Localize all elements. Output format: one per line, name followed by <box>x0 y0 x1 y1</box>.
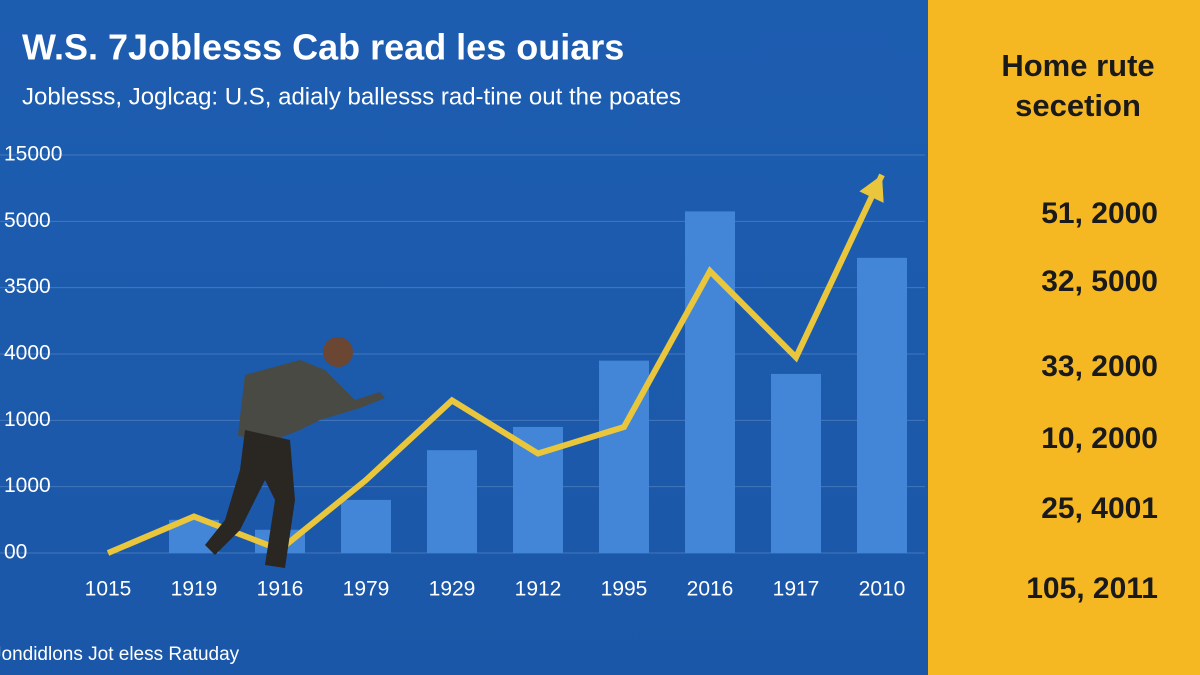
bar <box>427 450 477 553</box>
bar <box>771 373 821 553</box>
chart-subtitle: Joblesss, Joglcag: U.S, adialy ballesss … <box>22 83 681 110</box>
footer: Jondidlons Jot eless Ratuday <box>0 644 240 665</box>
x-tick-label: 1995 <box>601 578 648 601</box>
arrow-head <box>859 174 884 203</box>
panel-item: 51, 2000 <box>1041 197 1158 230</box>
chart-title: W.S. 7Joblesss Cab read les ouiars <box>22 27 624 68</box>
x-tick-label: 1979 <box>343 578 390 601</box>
panel-title: Home rute secetion <box>1001 48 1155 123</box>
panel-item: 105, 2011 <box>1026 572 1158 605</box>
x-tick-label: 1916 <box>257 578 304 601</box>
x-tick-label: 1912 <box>515 578 562 601</box>
panel-item: 10, 2000 <box>1041 422 1158 455</box>
line <box>106 173 885 556</box>
y-tick-label: 00 <box>4 541 27 564</box>
panel-item: 33, 2000 <box>1041 350 1158 383</box>
x-tick-label: 2016 <box>687 578 734 601</box>
y-tick-label: 1000 <box>4 408 51 431</box>
person <box>205 337 385 568</box>
x-tick-label: 1917 <box>773 578 820 601</box>
y-tick-label: 4000 <box>4 342 51 365</box>
y-tick-label: 15000 <box>4 143 62 166</box>
y-tick-label: 5000 <box>4 209 51 232</box>
panel-item: 32, 5000 <box>1041 265 1158 298</box>
bar <box>341 499 391 553</box>
x-tick-label: 1919 <box>171 578 218 601</box>
bar <box>685 211 735 553</box>
y-tick-label: 3500 <box>4 275 51 298</box>
panel-item: 25, 4001 <box>1041 492 1158 525</box>
side-panel: Home rute secetion 51, 2000 32, 5000 33, 2… <box>928 0 1200 675</box>
y-tick-label: 1000 <box>4 474 51 497</box>
x-tick-label: 1929 <box>429 578 476 601</box>
x-tick-label: 1015 <box>85 578 132 601</box>
x-tick-label: 2010 <box>859 578 906 601</box>
bar <box>857 257 907 553</box>
